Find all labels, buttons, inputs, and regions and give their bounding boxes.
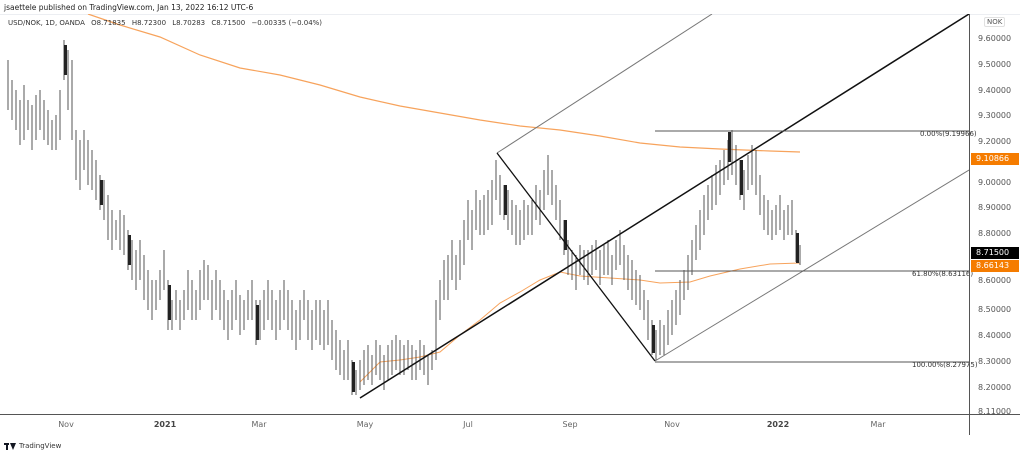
- currency-label: NOK: [984, 17, 1006, 27]
- ohlc-legend: USD/NOK, 1D, OANDA O8.71835 H8.72300 L8.…: [8, 19, 326, 27]
- price-tick: 9.00000: [978, 178, 1012, 187]
- last-price-tag: 8.71500: [971, 247, 1019, 259]
- time-tick: Mar: [251, 420, 267, 429]
- time-tick-year: 2022: [766, 420, 790, 429]
- price-tick: 9.50000: [978, 60, 1012, 69]
- price-tick: 9.40000: [978, 86, 1012, 95]
- ma200-price-tag: 9.10866: [971, 153, 1019, 165]
- time-tick: May: [356, 420, 374, 429]
- chart-area[interactable]: [0, 14, 1020, 432]
- high-value: H8.72300: [131, 19, 167, 27]
- channel-upper: [496, 14, 713, 154]
- candles: [7, 40, 801, 395]
- published-by-text: jsaettele published on TradingView.com, …: [4, 3, 254, 12]
- price-tick: 9.20000: [978, 137, 1012, 146]
- symbol-label: USD/NOK, 1D, OANDA: [8, 19, 85, 27]
- price-tick: 9.30000: [978, 111, 1012, 120]
- time-tick: Jul: [463, 420, 473, 429]
- open-value: O8.71835: [91, 19, 126, 27]
- time-tick: Nov: [58, 420, 74, 429]
- price-tick: 8.90000: [978, 203, 1012, 212]
- ma200-line: [87, 14, 801, 153]
- time-axis[interactable]: Nov 2021 Mar May Jul Sep Nov 2022 Mar: [0, 414, 969, 435]
- axis-corner: [969, 414, 1020, 435]
- price-tick: 8.30000: [978, 357, 1012, 366]
- pitchfork-handle: [496, 152, 656, 362]
- tradingview-logo-icon: [4, 442, 16, 450]
- brand-name: TradingView: [19, 442, 62, 450]
- time-tick: Sep: [562, 420, 578, 429]
- price-tick: 8.50000: [978, 305, 1012, 314]
- ma-price-tag: 8.66143: [971, 260, 1019, 272]
- price-tick: 8.40000: [978, 331, 1012, 340]
- price-tick: 9.60000: [978, 34, 1012, 43]
- ma-short-line: [359, 262, 801, 383]
- price-tick: 8.20000: [978, 383, 1012, 392]
- price-tick: 8.11000: [978, 407, 1012, 416]
- close-value: C8.71500: [211, 19, 246, 27]
- time-tick: Nov: [664, 420, 680, 429]
- change-value: −0.00335 (−0.04%): [251, 19, 323, 27]
- candle-bodies: [64, 45, 799, 392]
- price-tick: 8.80000: [978, 229, 1012, 238]
- time-tick-year: 2021: [153, 420, 177, 429]
- time-tick: Mar: [870, 420, 886, 429]
- price-tick: 8.60000: [978, 276, 1012, 285]
- low-value: L8.70283: [172, 19, 206, 27]
- fib-618-label: 61.80%(8.63116): [912, 270, 974, 278]
- fib-0-label: 0.00%(9.19966): [920, 130, 977, 138]
- fib-100-label: 100.00%(8.27975): [912, 361, 978, 369]
- trendline-main: [359, 14, 969, 399]
- price-axis[interactable]: NOK 9.60000 9.50000 9.40000 9.30000 9.20…: [969, 14, 1020, 416]
- channel-lower: [654, 169, 969, 362]
- footer-branding: TradingView: [4, 442, 61, 450]
- price-plot[interactable]: [0, 14, 969, 414]
